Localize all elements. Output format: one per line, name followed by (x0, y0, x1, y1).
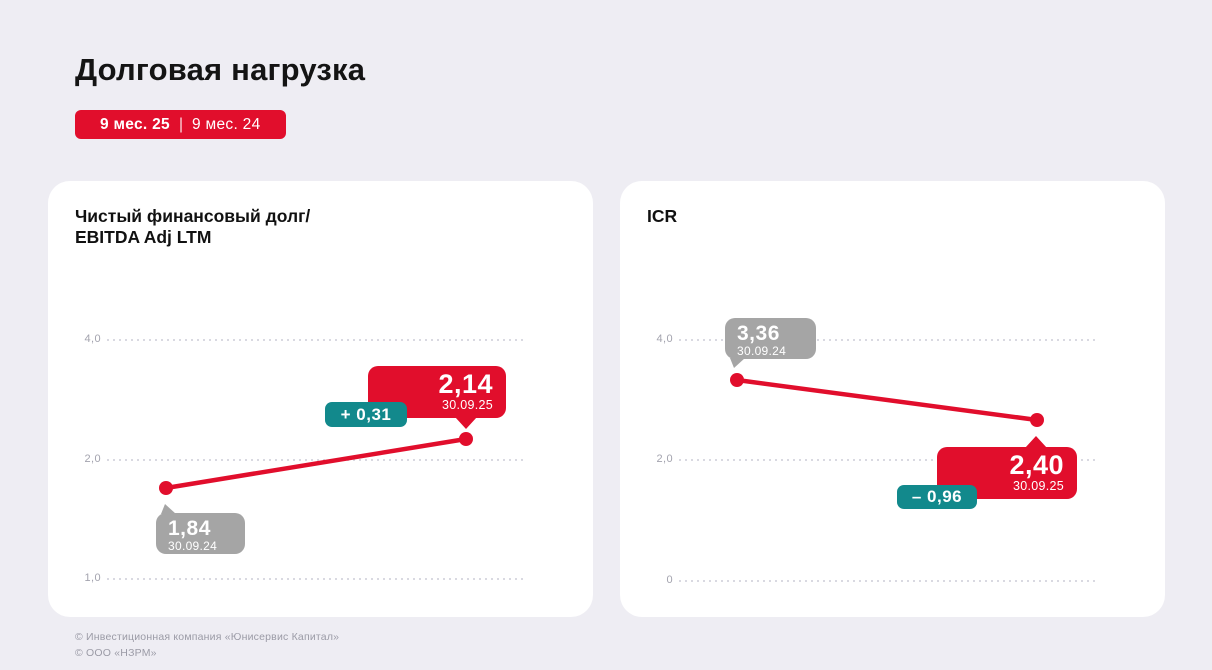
tooltip-date: 30.09.25 (1012, 479, 1064, 493)
tooltip-value: 2,14 (438, 369, 493, 399)
ytick-4: 4,0 (656, 333, 673, 345)
tooltip-current-value: 2,40 30.09.25 (937, 436, 1077, 499)
card-title-net-debt: Чистый финансовый долг/ EBITDA Adj LTM (75, 206, 310, 248)
tooltip-value: 3,36 (737, 322, 780, 345)
gridline-2 (107, 459, 527, 461)
card-title-icr: ICR (647, 206, 677, 227)
ytick-2: 2,0 (84, 453, 101, 465)
tooltip-pointer-icon (161, 504, 176, 514)
page-title: Долговая нагрузка (75, 52, 366, 87)
tooltip-value: 2,40 (1009, 450, 1064, 480)
card-net-debt-ebitda: Чистый финансовый долг/ EBITDA Adj LTM 4… (48, 181, 593, 617)
data-point-prev (730, 373, 744, 387)
delta-badge: – 0,96 (897, 485, 977, 509)
trend-line-chart (159, 432, 473, 495)
tooltip-previous-value: 3,36 30.09.24 (725, 318, 816, 368)
gridline-4 (107, 339, 527, 341)
ytick-0: 0 (666, 574, 673, 586)
delta-badge: + 0,31 (325, 402, 407, 427)
ytick-4: 4,0 (84, 333, 101, 345)
card-title-line1: Чистый финансовый долг/ (75, 206, 311, 226)
period-current: 9 мес. 25 (100, 115, 170, 133)
tooltip-date: 30.09.24 (168, 539, 218, 553)
gridline-1 (107, 578, 527, 580)
period-previous: 9 мес. 24 (192, 115, 261, 133)
data-point-current (459, 432, 473, 446)
card-title-line1: ICR (647, 206, 678, 226)
tooltip-date: 30.09.24 (737, 344, 787, 358)
footer-credits: © Инвестиционная компания «Юнисервис Кап… (75, 630, 339, 661)
data-point-prev (159, 481, 173, 495)
trend-line-chart (730, 373, 1044, 427)
period-badge: 9 мес. 25 | 9 мес. 24 (75, 110, 286, 139)
footer-line2: © ООО «НЗРМ» (75, 646, 157, 659)
tooltip-value: 1,84 (168, 517, 211, 540)
tooltip-pointer-icon (1025, 436, 1047, 448)
card-icr: ICR 4,0 2,0 0 3,36 30.09.24 2,40 30.09.2… (620, 181, 1165, 617)
tooltip-pointer-icon (455, 417, 477, 429)
tooltip-pointer-icon (730, 358, 745, 368)
gridline-4 (679, 339, 1099, 341)
ytick-2: 2,0 (656, 453, 673, 465)
footer-line1: © Инвестиционная компания «Юнисервис Кап… (75, 631, 340, 643)
period-divider: | (178, 115, 184, 133)
card-title-line2: EBITDA Adj LTM (75, 227, 212, 247)
gridline-2 (679, 459, 1099, 461)
data-point-current (1030, 413, 1044, 427)
gridline-0 (679, 580, 1099, 582)
tooltip-date: 30.09.25 (441, 398, 493, 412)
tooltip-previous-value: 1,84 30.09.24 (156, 504, 245, 554)
ytick-1: 1,0 (84, 572, 101, 584)
